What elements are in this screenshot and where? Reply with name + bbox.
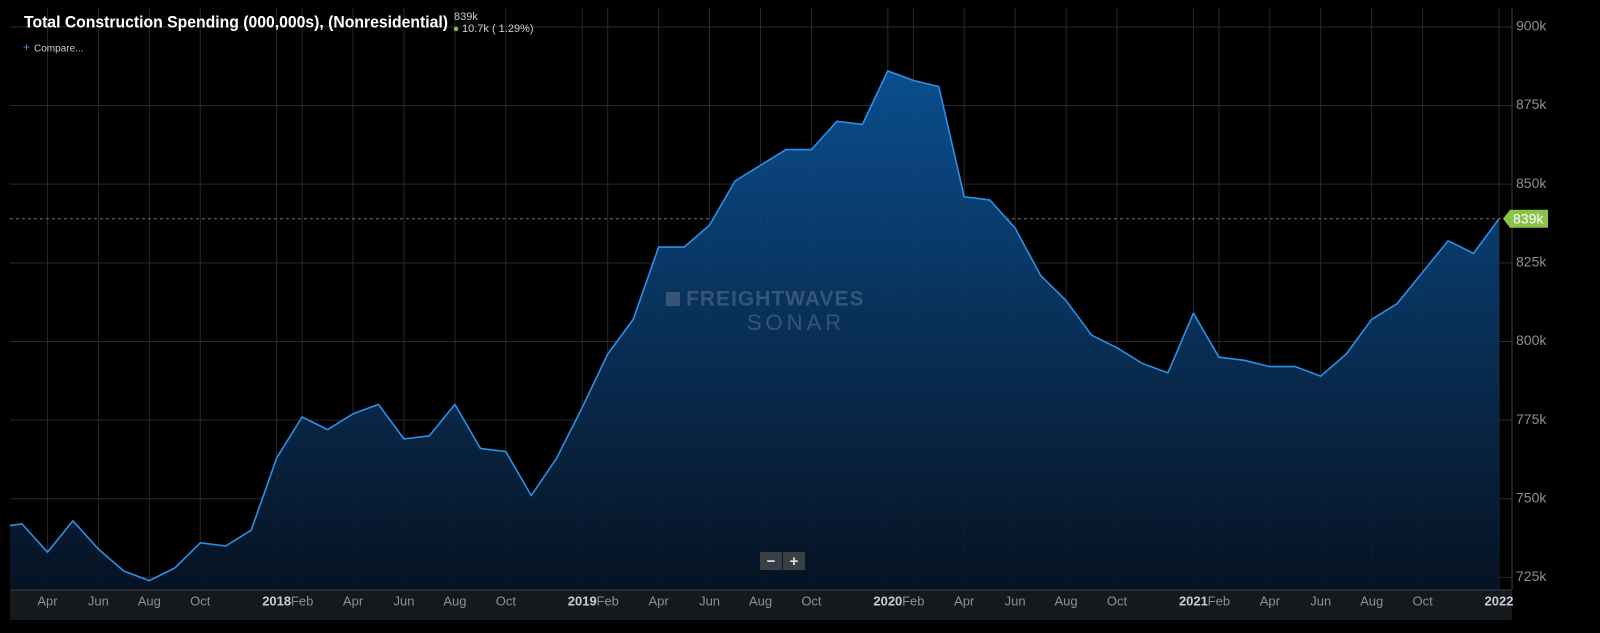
- x-tick-label: Jun: [699, 593, 720, 608]
- y-tick-label: 725k: [1516, 568, 1547, 584]
- x-tick-label: Apr: [1260, 593, 1281, 608]
- x-tick-label: Feb: [902, 593, 924, 608]
- x-tick-label: Feb: [597, 593, 619, 608]
- zoom-out-label[interactable]: −: [767, 553, 776, 570]
- y-tick-label: 875k: [1516, 96, 1547, 112]
- y-tick-label: 800k: [1516, 332, 1547, 348]
- x-tick-label: Oct: [1107, 593, 1128, 608]
- x-tick-label: Apr: [954, 593, 975, 608]
- y-tick-label: 825k: [1516, 254, 1547, 270]
- x-tick-label: Jun: [1310, 593, 1331, 608]
- x-tick-label: Apr: [37, 593, 58, 608]
- x-tick-label: Aug: [1055, 593, 1078, 608]
- x-tick-label: 2021: [1179, 593, 1208, 608]
- x-tick-label: Aug: [138, 593, 161, 608]
- x-tick-label: 2022: [1485, 593, 1514, 608]
- watermark-product: SONAR: [747, 310, 845, 335]
- compare-link[interactable]: Compare...: [34, 44, 83, 55]
- x-tick-label: Jun: [393, 593, 414, 608]
- x-tick-label: Oct: [496, 593, 517, 608]
- y-tick-label: 750k: [1516, 489, 1547, 505]
- y-tick-label: 850k: [1516, 175, 1547, 191]
- compare-plus[interactable]: +: [23, 40, 30, 54]
- x-tick-label: Feb: [291, 593, 313, 608]
- x-tick-label: Aug: [1360, 593, 1383, 608]
- y-tick-label: 900k: [1516, 18, 1547, 34]
- watermark: FREIGHTWAVES SONAR: [666, 288, 864, 335]
- chart-title: Total Construction Spending (000,000s), …: [24, 12, 448, 31]
- area-fill: [10, 70, 1499, 590]
- change-value: 10.7k ( 1.29%): [462, 23, 534, 35]
- zoom-in-label[interactable]: +: [790, 553, 799, 570]
- x-tick-label: 2020: [873, 593, 902, 608]
- current-value: 839k: [454, 11, 478, 23]
- current-value-label: 839k: [1513, 210, 1544, 226]
- x-tick-label: Oct: [1412, 593, 1433, 608]
- x-tick-label: Aug: [749, 593, 772, 608]
- x-tick-label: Jun: [1005, 593, 1026, 608]
- current-value-tag: [1503, 209, 1548, 228]
- watermark-brand: FREIGHTWAVES: [686, 288, 864, 311]
- x-tick-label: Oct: [190, 593, 211, 608]
- x-tick-label: Aug: [443, 593, 466, 608]
- x-tick-label: 2019: [568, 593, 597, 608]
- x-tick-label: Oct: [801, 593, 822, 608]
- change-indicator: [453, 26, 459, 32]
- zoom-out-button[interactable]: [760, 552, 782, 570]
- series-line: [10, 70, 1500, 582]
- zoom-controls: − +: [760, 552, 805, 570]
- x-axis-band: [10, 590, 1512, 620]
- x-tick-label: Apr: [649, 593, 670, 608]
- x-tick-label: Apr: [343, 593, 364, 608]
- watermark-icon: [666, 292, 680, 306]
- x-tick-label: 2018: [262, 593, 291, 608]
- x-tick-label: Jun: [88, 593, 109, 608]
- y-tick-label: 775k: [1516, 411, 1547, 427]
- x-tick-label: Feb: [1208, 593, 1230, 608]
- zoom-in-button[interactable]: [783, 552, 805, 570]
